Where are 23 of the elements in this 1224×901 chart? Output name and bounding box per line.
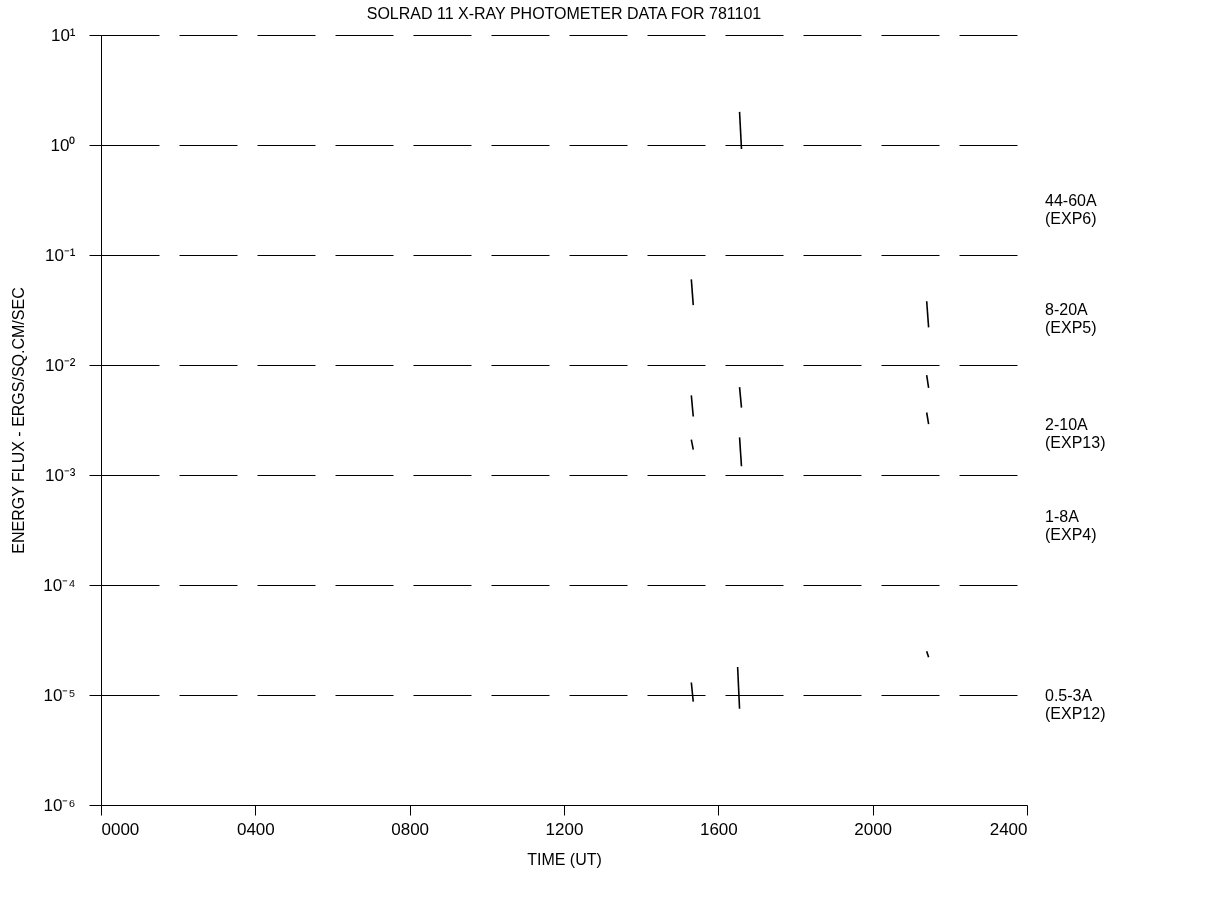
x-axis-title: TIME (UT)	[527, 850, 602, 868]
x-tick-label: 1600	[699, 819, 738, 839]
x-tick-label: 0000	[101, 819, 140, 839]
text: 0.5-3A (EXP12)	[1045, 687, 1106, 723]
y-tick-label: 10⁰	[50, 135, 76, 155]
y-tick-label: 10⁻⁶	[43, 795, 76, 815]
x-tick-label: 0400	[236, 819, 275, 839]
y-tick-label: 10⁻²	[44, 355, 76, 375]
text: 44-60A (EXP6)	[1045, 191, 1097, 227]
y-tick-label: 10⁻¹	[44, 245, 76, 265]
y-tick-label: 10¹	[50, 25, 76, 45]
text: 1-8A (EXP4)	[1045, 508, 1097, 544]
x-tick-label: 2000	[854, 819, 893, 839]
chart-title: SOLRAD 11 X-RAY PHOTOMETER DATA FOR 781101	[366, 5, 762, 22]
text: 8-20A (EXP5)	[1045, 300, 1097, 336]
x-tick-label: 0800	[391, 819, 430, 839]
y-tick-label: 10⁻⁴	[43, 575, 76, 595]
x-tick-label: 2400	[989, 819, 1028, 839]
x-tick-label: 1200	[545, 819, 584, 839]
text: 2-10A (EXP13)	[1045, 415, 1106, 451]
y-tick-label: 10⁻⁵	[43, 685, 76, 705]
y-axis-title: ENERGY FLUX - ERGS/SQ.CM/SEC	[10, 287, 28, 554]
y-tick-label: 10⁻³	[44, 465, 76, 485]
